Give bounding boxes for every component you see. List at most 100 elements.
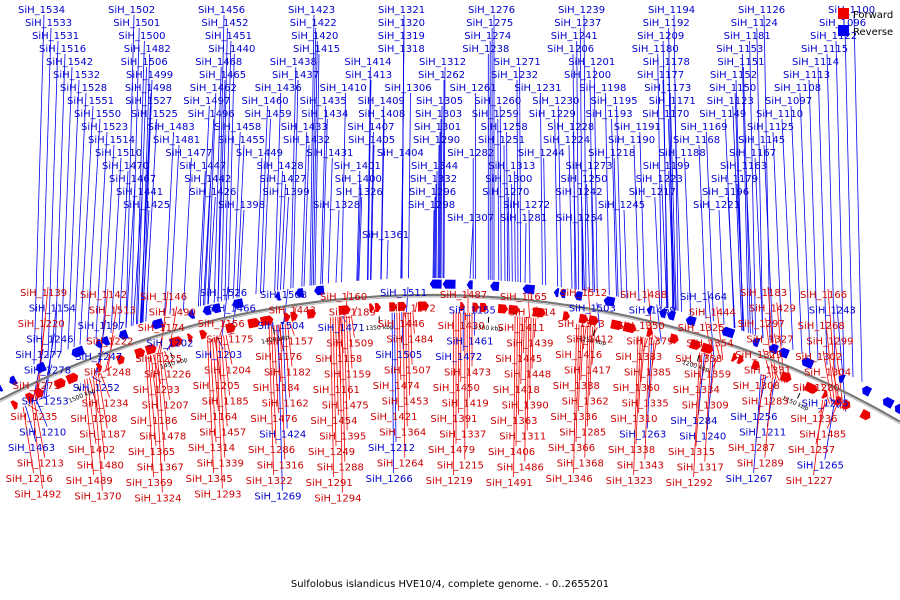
label-leader-line bbox=[118, 170, 129, 331]
label-leader-line bbox=[518, 316, 521, 416]
reverse-gene-arrow-71 bbox=[721, 326, 736, 339]
label-leader-line bbox=[391, 312, 394, 474]
gene-label: SiH_1411 bbox=[498, 323, 545, 334]
label-leader-line bbox=[760, 376, 769, 381]
label-leader-line bbox=[497, 118, 500, 281]
label-leader-line bbox=[36, 400, 48, 427]
gene-label: SiH_1318 bbox=[378, 44, 425, 55]
label-leader-line bbox=[403, 312, 406, 319]
genome-backbone bbox=[0, 293, 900, 425]
gene-label: SiH_1142 bbox=[80, 290, 127, 301]
gene-label: SiH_1255 bbox=[802, 399, 849, 410]
label-leader-line bbox=[263, 118, 271, 293]
gene-label: SiH_1359 bbox=[684, 370, 731, 381]
reverse-gene-arrow-27 bbox=[275, 291, 281, 301]
gene-label: SiH_1455 bbox=[218, 135, 265, 146]
label-leader-line bbox=[273, 325, 279, 414]
gene-label: SiH_1447 bbox=[179, 161, 226, 172]
label-leader-line bbox=[580, 324, 585, 381]
label-leader-line bbox=[543, 157, 547, 286]
gene-label: SiH_1332 bbox=[410, 174, 457, 185]
gene-label: SiH_1466 bbox=[209, 304, 256, 315]
gene-label: SiH_1157 bbox=[266, 337, 313, 348]
gene-label: SiH_1325 bbox=[678, 323, 725, 334]
gene-label: SiH_1268 bbox=[798, 321, 845, 332]
label-leader-line bbox=[314, 53, 320, 286]
gene-label: SiH_1395 bbox=[319, 432, 366, 443]
gene-label: SiH_1414 bbox=[344, 57, 391, 68]
label-leader-line bbox=[283, 196, 289, 290]
label-leader-line bbox=[507, 196, 510, 282]
label-leader-line bbox=[100, 372, 110, 398]
label-leader-line bbox=[781, 118, 794, 350]
reverse-gene-arrow-13 bbox=[118, 329, 129, 340]
label-leader-line bbox=[554, 118, 559, 287]
gene-label: SiH_1245 bbox=[598, 200, 645, 211]
label-leader-line bbox=[557, 105, 562, 288]
label-leader-line bbox=[527, 290, 530, 318]
gene-label: SiH_1254 bbox=[556, 213, 603, 224]
label-leader-line bbox=[132, 196, 143, 326]
label-leader-line bbox=[225, 334, 233, 365]
gene-label: SiH_1431 bbox=[306, 148, 353, 159]
reverse-gene-arrow-65 bbox=[659, 308, 668, 319]
label-leader-line bbox=[401, 312, 404, 350]
forward-gene-arrow-9 bbox=[95, 363, 103, 373]
gene-label: SiH_1269 bbox=[254, 492, 301, 503]
label-leader-line bbox=[396, 312, 399, 412]
gene-label: SiH_1401 bbox=[334, 161, 381, 172]
gene-label: SiH_1156 bbox=[198, 319, 245, 330]
gene-label: SiH_1436 bbox=[255, 83, 302, 94]
forward-gene-arrow-31 bbox=[306, 309, 317, 319]
label-leader-line bbox=[414, 302, 418, 313]
gene-label: SiH_1301 bbox=[414, 122, 461, 133]
gene-label: SiH_1465 bbox=[199, 70, 246, 81]
forward-gene-arrow-83 bbox=[833, 395, 842, 406]
reverse-gene-arrow-76 bbox=[769, 343, 779, 355]
forward-gene-arrow-48 bbox=[479, 302, 488, 313]
label-leader-line bbox=[515, 316, 518, 447]
gene-label: SiH_1123 bbox=[707, 96, 754, 107]
label-leader-line bbox=[348, 315, 353, 369]
gene-label: SiH_1458 bbox=[214, 122, 261, 133]
label-leader-line bbox=[367, 66, 371, 281]
label-leader-line bbox=[578, 324, 582, 412]
label-leader-line bbox=[398, 312, 402, 381]
forward-gene-arrow-1 bbox=[10, 400, 18, 410]
gene-label: SiH_1290 bbox=[413, 135, 460, 146]
label-leader-line bbox=[586, 183, 590, 292]
label-leader-line bbox=[704, 355, 712, 462]
label-leader-line bbox=[668, 66, 675, 310]
label-leader-line bbox=[583, 14, 587, 291]
reverse-gene-arrow-0 bbox=[0, 384, 4, 392]
label-leader-line bbox=[703, 352, 710, 356]
label-leader-line bbox=[776, 302, 785, 384]
label-leader-line bbox=[89, 377, 99, 414]
gene-label: SiH_1474 bbox=[373, 381, 420, 392]
label-leader-line bbox=[522, 316, 526, 354]
reverse-gene-arrow-21 bbox=[202, 305, 212, 316]
label-leader-line bbox=[406, 286, 409, 313]
gene-label: SiH_1294 bbox=[314, 494, 361, 505]
label-leader-line bbox=[568, 144, 573, 289]
label-leader-line bbox=[353, 306, 358, 316]
label-leader-line bbox=[271, 325, 277, 445]
scale-tick-mark-1 bbox=[170, 352, 173, 359]
gene-label: SiH_1238 bbox=[462, 44, 509, 55]
label-leader-line bbox=[157, 321, 166, 354]
lower-gene-labels: SiH_1139 SiH_1142 SiH_1146 SiH_1526 SiH_1508… bbox=[6, 288, 856, 505]
label-leader-line bbox=[217, 79, 226, 302]
label-leader-line bbox=[207, 339, 214, 474]
label-leader-line bbox=[774, 333, 783, 383]
gene-label: SiH_1327 bbox=[746, 335, 793, 346]
gene-label: SiH_1358 bbox=[675, 354, 722, 365]
gene-label: SiH_1259 bbox=[472, 109, 519, 120]
gene-label: SiH_1211 bbox=[739, 428, 786, 439]
label-leader-line bbox=[141, 209, 150, 323]
label-leader-line bbox=[749, 40, 756, 336]
forward-gene-arrow-6 bbox=[53, 377, 66, 390]
gene-label: SiH_1441 bbox=[116, 187, 163, 198]
label-leader-line bbox=[370, 144, 375, 280]
forward-label-leaders bbox=[22, 286, 847, 493]
label-leader-line bbox=[824, 405, 835, 460]
